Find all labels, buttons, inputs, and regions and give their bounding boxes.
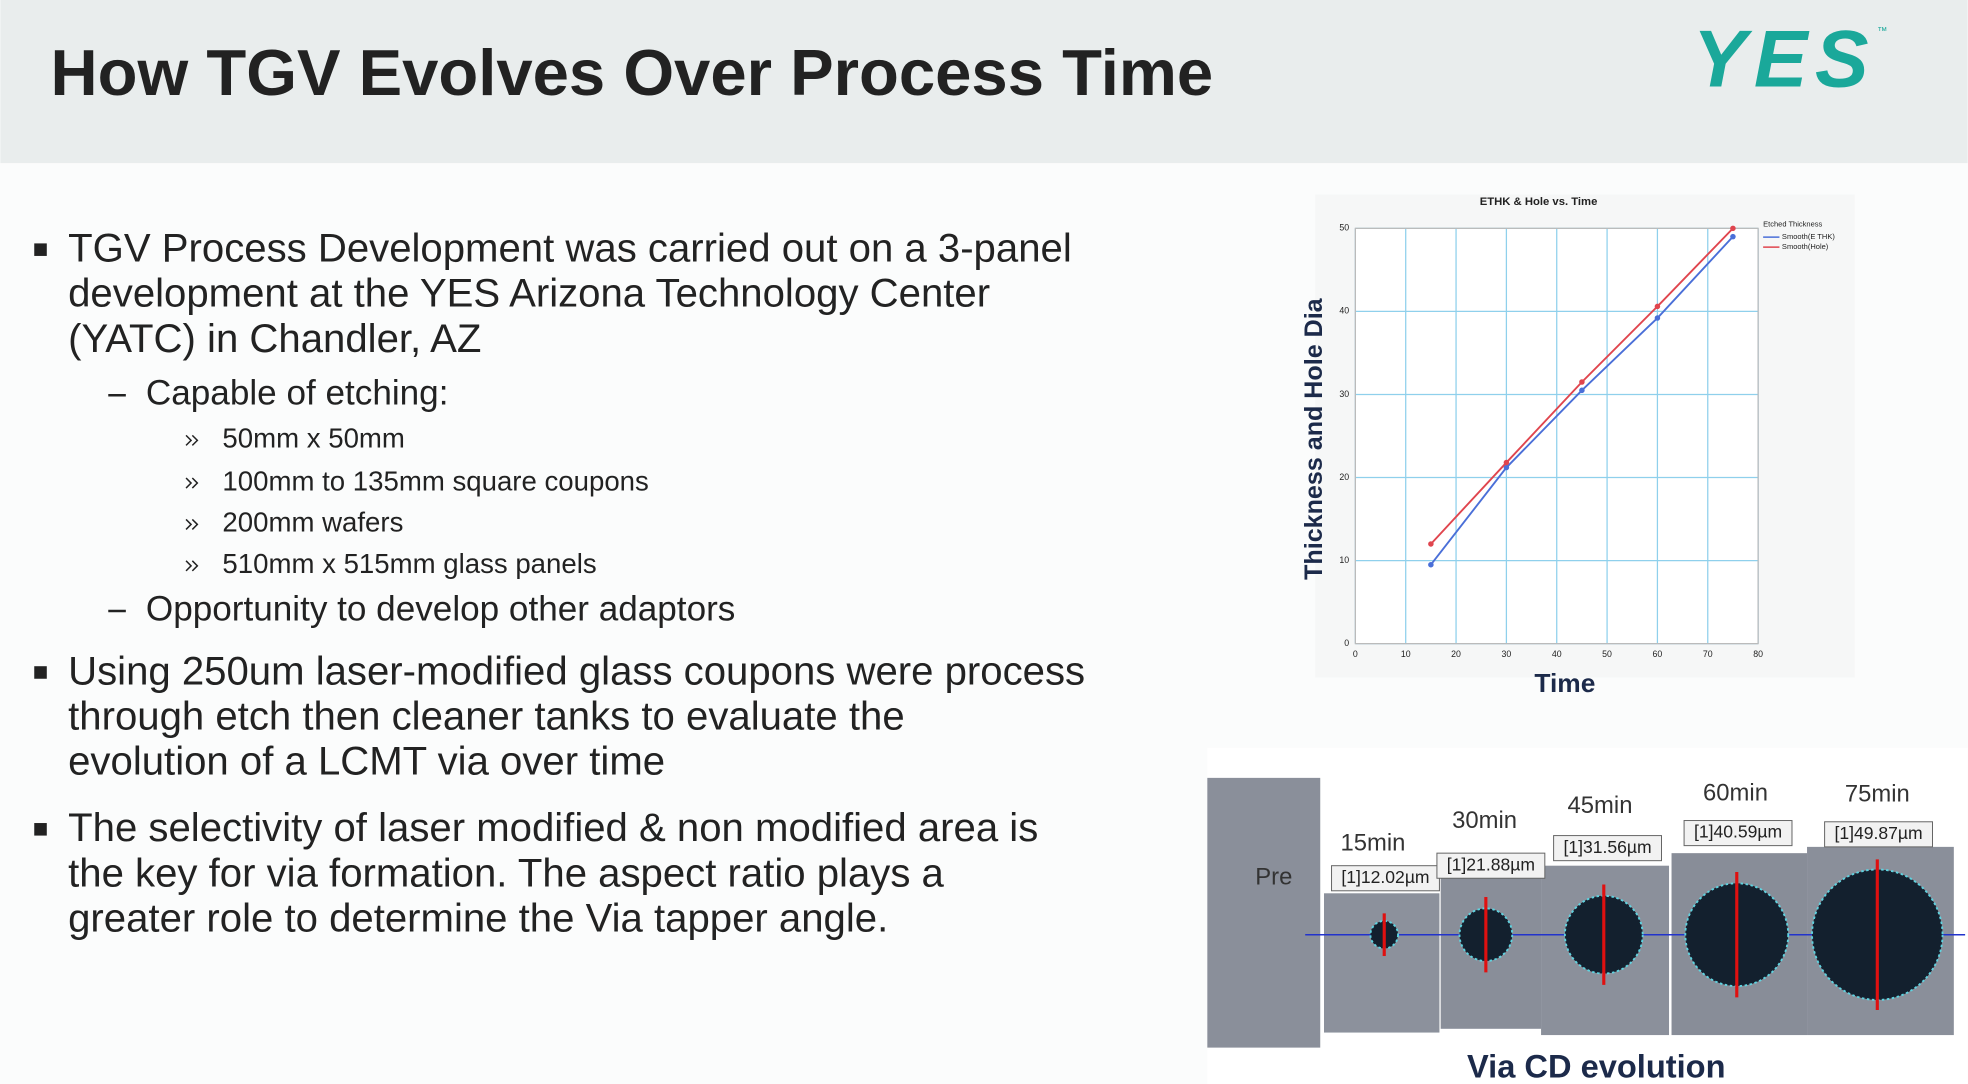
item-marker bbox=[185, 518, 199, 530]
header-band bbox=[0, 0, 1968, 164]
data-point bbox=[1428, 561, 1434, 568]
stage-label: 15min bbox=[1340, 830, 1405, 857]
logo-mark: ™ bbox=[1877, 26, 1887, 37]
x-axis-label: Time bbox=[1534, 668, 1595, 698]
stage-label: 60min bbox=[1703, 779, 1768, 806]
bullet-text: greater role to determine the Via tapper… bbox=[68, 896, 888, 941]
bullet-text: Using 250um laser-modified glass coupons… bbox=[68, 648, 1085, 693]
data-point bbox=[1503, 459, 1510, 466]
plot-frame bbox=[1354, 227, 1759, 645]
measure-label: [1]21.88µm bbox=[1447, 854, 1535, 874]
bullet-text: The selectivity of laser modified & non … bbox=[68, 805, 1038, 850]
bullet-marker bbox=[34, 666, 47, 679]
sub-text: Capable of etching: bbox=[146, 373, 449, 412]
stage-label: 45min bbox=[1568, 792, 1633, 819]
data-point bbox=[1654, 303, 1661, 310]
data-point bbox=[1730, 233, 1736, 240]
item-marker bbox=[185, 434, 199, 446]
stage-label: 75min bbox=[1845, 781, 1910, 808]
bullet-text: development at the YES Arizona Technolog… bbox=[68, 271, 990, 316]
data-point bbox=[1579, 387, 1585, 394]
via-image bbox=[1207, 747, 1968, 1084]
data-point bbox=[1579, 379, 1585, 385]
measure-label: [1]40.59µm bbox=[1694, 822, 1782, 842]
bullet-text: TGV Process Development was carried out … bbox=[68, 226, 1072, 271]
bullet-text: the key for via formation. The aspect ra… bbox=[68, 850, 944, 895]
measure-label: [1]31.56µm bbox=[1563, 837, 1651, 857]
bullet-text: through etch then cleaner tanks to evalu… bbox=[68, 694, 905, 739]
y-tick-label: 0 bbox=[1344, 638, 1349, 648]
measure-label: [1]49.87µm bbox=[1834, 823, 1922, 843]
y-tick-label: 30 bbox=[1339, 389, 1349, 399]
logo: YES bbox=[1693, 14, 1876, 104]
measure-box bbox=[1824, 821, 1934, 848]
via-panel bbox=[1207, 777, 1321, 1048]
item-text: 50mm x 50mm bbox=[222, 423, 404, 454]
bullet-text: evolution of a LCMT via over time bbox=[68, 739, 665, 784]
measure-box bbox=[1331, 865, 1440, 892]
item-marker bbox=[185, 477, 199, 489]
via-panel bbox=[1324, 893, 1440, 1033]
x-tick-label: 30 bbox=[1502, 649, 1512, 659]
y-tick-label: 50 bbox=[1339, 223, 1349, 233]
bullet-marker bbox=[34, 243, 47, 256]
x-tick-label: 20 bbox=[1451, 649, 1461, 659]
stage-label: Pre bbox=[1255, 864, 1292, 891]
legend-label: Smooth(E THK) bbox=[1782, 232, 1835, 241]
measure-box bbox=[1436, 852, 1546, 879]
data-point bbox=[1428, 541, 1434, 547]
item-text: 510mm x 515mm glass panels bbox=[222, 548, 596, 579]
y-axis-label: Thickness and Hole Dia bbox=[1300, 297, 1328, 580]
item-text: 200mm wafers bbox=[222, 507, 403, 538]
data-point bbox=[1503, 464, 1510, 471]
bullet-marker bbox=[34, 823, 47, 836]
measure-box bbox=[1683, 820, 1793, 847]
item-marker bbox=[185, 560, 199, 572]
y-tick-label: 40 bbox=[1339, 306, 1349, 316]
legend-label: Smooth(Hole) bbox=[1782, 242, 1829, 251]
y-tick-label: 10 bbox=[1339, 555, 1349, 565]
slide-title: How TGV Evolves Over Process Time bbox=[51, 36, 1214, 109]
y-tick-label: 20 bbox=[1339, 472, 1349, 482]
data-point bbox=[1654, 315, 1661, 321]
legend-title: Etched Thickness bbox=[1763, 220, 1822, 229]
x-tick-label: 70 bbox=[1703, 649, 1713, 659]
measure-label: [1]12.02µm bbox=[1341, 867, 1429, 887]
item-text: 100mm to 135mm square coupons bbox=[222, 465, 648, 496]
x-tick-label: 60 bbox=[1653, 649, 1663, 659]
via-title: Via CD evolution bbox=[1467, 1048, 1726, 1084]
x-tick-label: 10 bbox=[1401, 649, 1411, 659]
sub-text: Opportunity to develop other adaptors bbox=[146, 589, 735, 628]
measure-box bbox=[1553, 835, 1663, 862]
data-point bbox=[1730, 225, 1736, 232]
x-tick-label: 40 bbox=[1552, 649, 1562, 659]
stage-label: 30min bbox=[1452, 807, 1517, 834]
bullet-text: (YATC) in Chandler, AZ bbox=[68, 316, 481, 361]
chart-title: ETHK & Hole vs. Time bbox=[1480, 196, 1598, 208]
x-tick-label: 80 bbox=[1753, 649, 1763, 659]
x-tick-label: 0 bbox=[1353, 649, 1358, 659]
x-tick-label: 50 bbox=[1602, 649, 1612, 659]
